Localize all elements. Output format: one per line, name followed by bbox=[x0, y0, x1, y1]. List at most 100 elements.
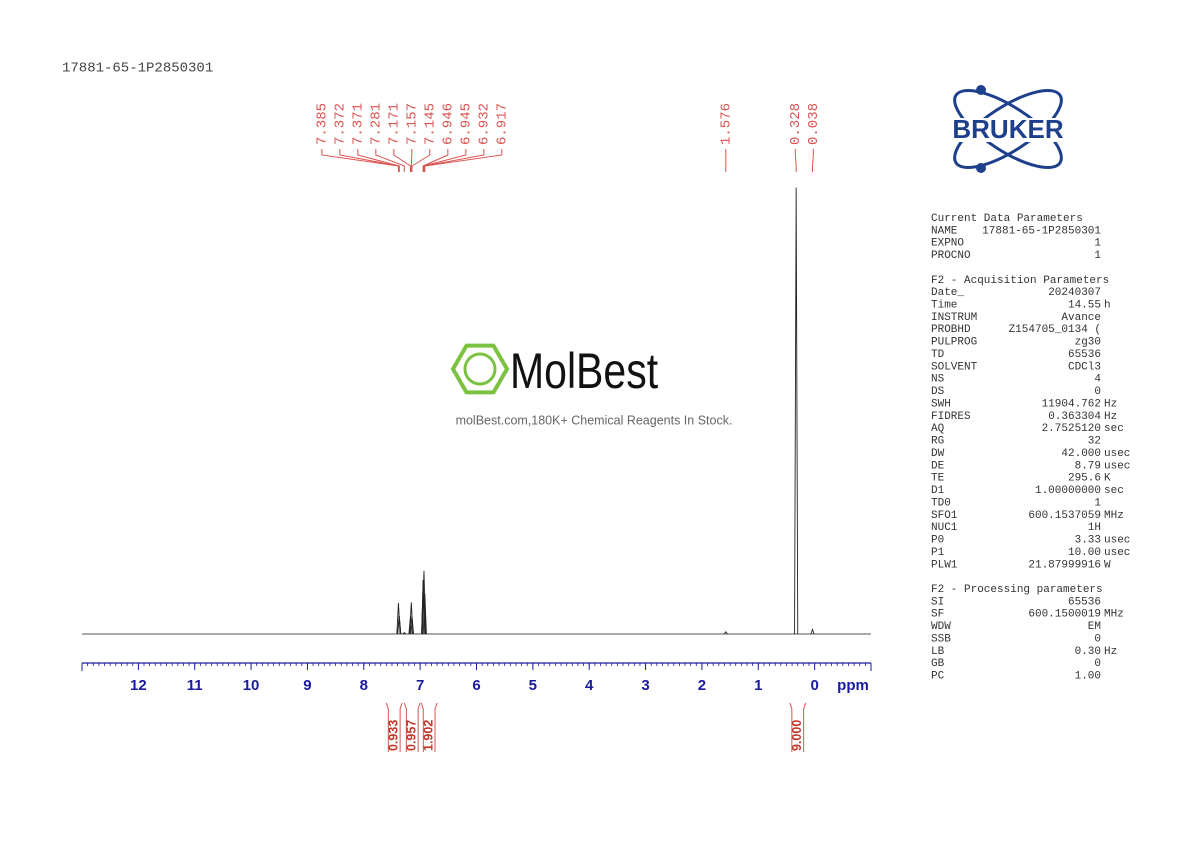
logo-band bbox=[924, 118, 1092, 142]
parameter-value: Z154705_0134 ( bbox=[1009, 324, 1101, 336]
parameter-name: GB bbox=[931, 658, 945, 670]
parameter-value: 1.00000000 bbox=[1035, 485, 1101, 497]
parameter-name: TE bbox=[931, 473, 945, 485]
parameter-value: 65536 bbox=[1068, 596, 1101, 608]
integral-bracket bbox=[789, 702, 807, 752]
parameter-value: CDCl3 bbox=[1068, 361, 1101, 373]
peak-label: 0.038 bbox=[806, 103, 822, 145]
x-tick-label: 0 bbox=[810, 677, 818, 694]
peak-label: 6.946 bbox=[441, 103, 457, 145]
parameter-name: PROCNO bbox=[931, 250, 971, 262]
logo-dot bbox=[976, 163, 986, 173]
parameter-unit: h bbox=[1104, 299, 1111, 311]
peak bbox=[794, 187, 799, 635]
parameter-value: 600.1537059 bbox=[1028, 510, 1101, 522]
peak-label-connector bbox=[411, 149, 431, 172]
peak-label: 7.157 bbox=[405, 103, 421, 145]
parameter-value: 0 bbox=[1094, 633, 1101, 645]
x-tick-label: 5 bbox=[529, 677, 537, 694]
parameter-value: 0 bbox=[1094, 386, 1101, 398]
peak bbox=[810, 628, 815, 635]
parameter-value: 1.00 bbox=[1075, 671, 1101, 683]
watermark-tagline: molBest.com,180K+ Chemical Reagents In S… bbox=[456, 413, 733, 427]
parameter-value: 4 bbox=[1094, 374, 1101, 386]
x-tick-label: 1 bbox=[754, 677, 762, 694]
parameter-value: 65536 bbox=[1068, 349, 1101, 361]
peak bbox=[421, 570, 427, 635]
parameter-name: EXPNO bbox=[931, 238, 964, 250]
parameter-value: 8.79 bbox=[1075, 460, 1101, 472]
parameter-section-title: F2 - Acquisition Parameters bbox=[931, 275, 1109, 287]
parameter-unit: MHz bbox=[1104, 510, 1124, 522]
watermark-brand: MolBest bbox=[510, 343, 658, 399]
parameter-unit: W bbox=[1104, 559, 1111, 571]
peak bbox=[409, 615, 415, 635]
peak-label: 6.945 bbox=[459, 103, 475, 145]
integral-label: 0.957 bbox=[405, 720, 419, 751]
watermark: MolBest molBest.com,180K+ Chemical Reage… bbox=[450, 343, 733, 427]
x-tick-label: 8 bbox=[360, 677, 368, 694]
parameter-name: RG bbox=[931, 436, 944, 448]
x-tick-label: 10 bbox=[243, 677, 260, 694]
parameter-name: DW bbox=[931, 448, 945, 460]
parameter-value: 42.000 bbox=[1061, 448, 1101, 460]
peak-label: 7.385 bbox=[315, 103, 331, 145]
integral-label: 9.000 bbox=[790, 720, 804, 751]
parameter-name: PROBHD bbox=[931, 324, 971, 336]
integral-label: 1.902 bbox=[421, 720, 435, 751]
peak-label: 7.145 bbox=[423, 103, 439, 145]
parameter-value: 10.00 bbox=[1068, 547, 1101, 559]
x-tick-label: 11 bbox=[187, 677, 203, 694]
peak-label-connector bbox=[424, 149, 503, 172]
peak-label: 7.372 bbox=[333, 103, 349, 145]
peak-label-connector bbox=[812, 149, 814, 172]
parameter-name: PC bbox=[931, 671, 945, 683]
parameter-name: DE bbox=[931, 460, 945, 472]
peak-label-connector bbox=[423, 149, 485, 172]
x-tick-label: 7 bbox=[416, 677, 424, 694]
parameter-name: NUC1 bbox=[931, 522, 958, 534]
x-tick-label: 4 bbox=[585, 677, 594, 694]
parameter-unit: Hz bbox=[1104, 646, 1117, 658]
integral-label: 0.933 bbox=[387, 720, 401, 751]
parameter-value: 600.1500019 bbox=[1028, 609, 1101, 621]
peak-label-connector bbox=[410, 149, 413, 172]
parameter-value: 1 bbox=[1094, 250, 1101, 262]
parameter-value: 1 bbox=[1094, 497, 1101, 509]
parameter-value: 0.363304 bbox=[1048, 411, 1101, 423]
peak-label: 7.171 bbox=[387, 103, 403, 145]
parameter-name: NS bbox=[931, 374, 945, 386]
x-axis-label: ppm bbox=[837, 677, 869, 694]
parameter-name: SWH bbox=[931, 398, 951, 410]
parameter-name: FIDRES bbox=[931, 411, 971, 423]
parameter-value: EM bbox=[1088, 621, 1101, 633]
parameter-unit: usec bbox=[1104, 535, 1130, 547]
parameter-name: AQ bbox=[931, 423, 945, 435]
parameter-name: SOLVENT bbox=[931, 361, 978, 373]
parameter-value: 2.7525120 bbox=[1042, 423, 1101, 435]
peak-label-connector bbox=[422, 149, 467, 172]
parameter-value: 11904.762 bbox=[1042, 398, 1101, 410]
logo-orbit bbox=[953, 89, 1063, 169]
parameter-unit: sec bbox=[1104, 423, 1124, 435]
parameter-name: Time bbox=[931, 299, 957, 311]
parameter-section-title: Current Data Parameters bbox=[931, 213, 1083, 225]
parameter-unit: usec bbox=[1104, 547, 1130, 559]
watermark-hexagon bbox=[450, 343, 510, 395]
parameter-name: SSB bbox=[931, 633, 951, 645]
parameter-value: 0.30 bbox=[1075, 646, 1101, 658]
integral-bracket bbox=[385, 702, 403, 752]
peak bbox=[723, 630, 728, 635]
x-tick-label: 12 bbox=[130, 677, 147, 694]
parameter-name: DS bbox=[931, 386, 945, 398]
peak bbox=[397, 615, 402, 635]
parameter-name: P0 bbox=[931, 535, 944, 547]
peak bbox=[402, 632, 407, 635]
parameter-unit: MHz bbox=[1104, 609, 1124, 621]
parameter-name: D1 bbox=[931, 485, 945, 497]
integral-bracket bbox=[403, 702, 421, 752]
peak-label-connector bbox=[375, 149, 405, 172]
